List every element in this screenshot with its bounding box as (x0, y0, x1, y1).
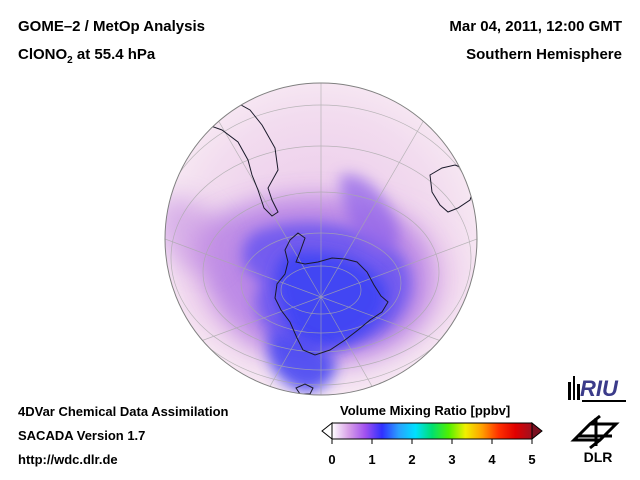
dlr-emblem (570, 414, 620, 450)
colorbar (321, 421, 543, 444)
riu-tower (568, 382, 571, 400)
colorbar-overflow-arrow (531, 421, 543, 441)
colorbar-tick-label-4: 4 (488, 452, 496, 467)
footer-assimilation: 4DVar Chemical Data Assimilation (18, 404, 229, 419)
dlr-text: DLR (584, 449, 613, 465)
colorbar-tick-marks (331, 439, 533, 444)
colorbar-tick-label-0: 0 (328, 452, 336, 467)
globe-outline (164, 82, 478, 396)
datetime-label: Mar 04, 2011, 12:00 GMT (449, 18, 622, 35)
africa-coast (429, 164, 476, 213)
colorbar-tick-label-5: 5 (528, 452, 536, 467)
riu-text: RIU (580, 376, 619, 401)
coastlines (174, 99, 476, 395)
species-prefix: ClONO (18, 46, 68, 63)
footer-version: SACADA Version 1.7 (18, 428, 146, 443)
species-label: ClONO2 at 55.4 hPa (18, 46, 155, 66)
colorbar-tick-label-2: 2 (408, 452, 416, 467)
graticule (165, 83, 477, 395)
antarctica-coast (274, 232, 389, 356)
colorbar-tick-label-3: 3 (448, 452, 456, 467)
map-title: GOME–2 / MetOp Analysis (18, 18, 205, 35)
colorbar-body (331, 422, 533, 440)
riu-logo: RIU (568, 376, 626, 402)
colorbar-tick-label-1: 1 (368, 452, 376, 467)
australia-coast (295, 383, 314, 395)
species-subscript: 2 (67, 55, 73, 66)
region-label: Southern Hemisphere (466, 46, 622, 63)
colorbar-title: Volume Mixing Ratio [ppbv] (340, 403, 511, 418)
colorbar-underflow-arrow (321, 421, 333, 441)
south-america-coast (174, 99, 279, 217)
footer-url[interactable]: http://wdc.dlr.de (18, 452, 118, 467)
dlr-logo: DLR (570, 414, 620, 465)
species-suffix: at 55.4 hPa (72, 46, 156, 63)
